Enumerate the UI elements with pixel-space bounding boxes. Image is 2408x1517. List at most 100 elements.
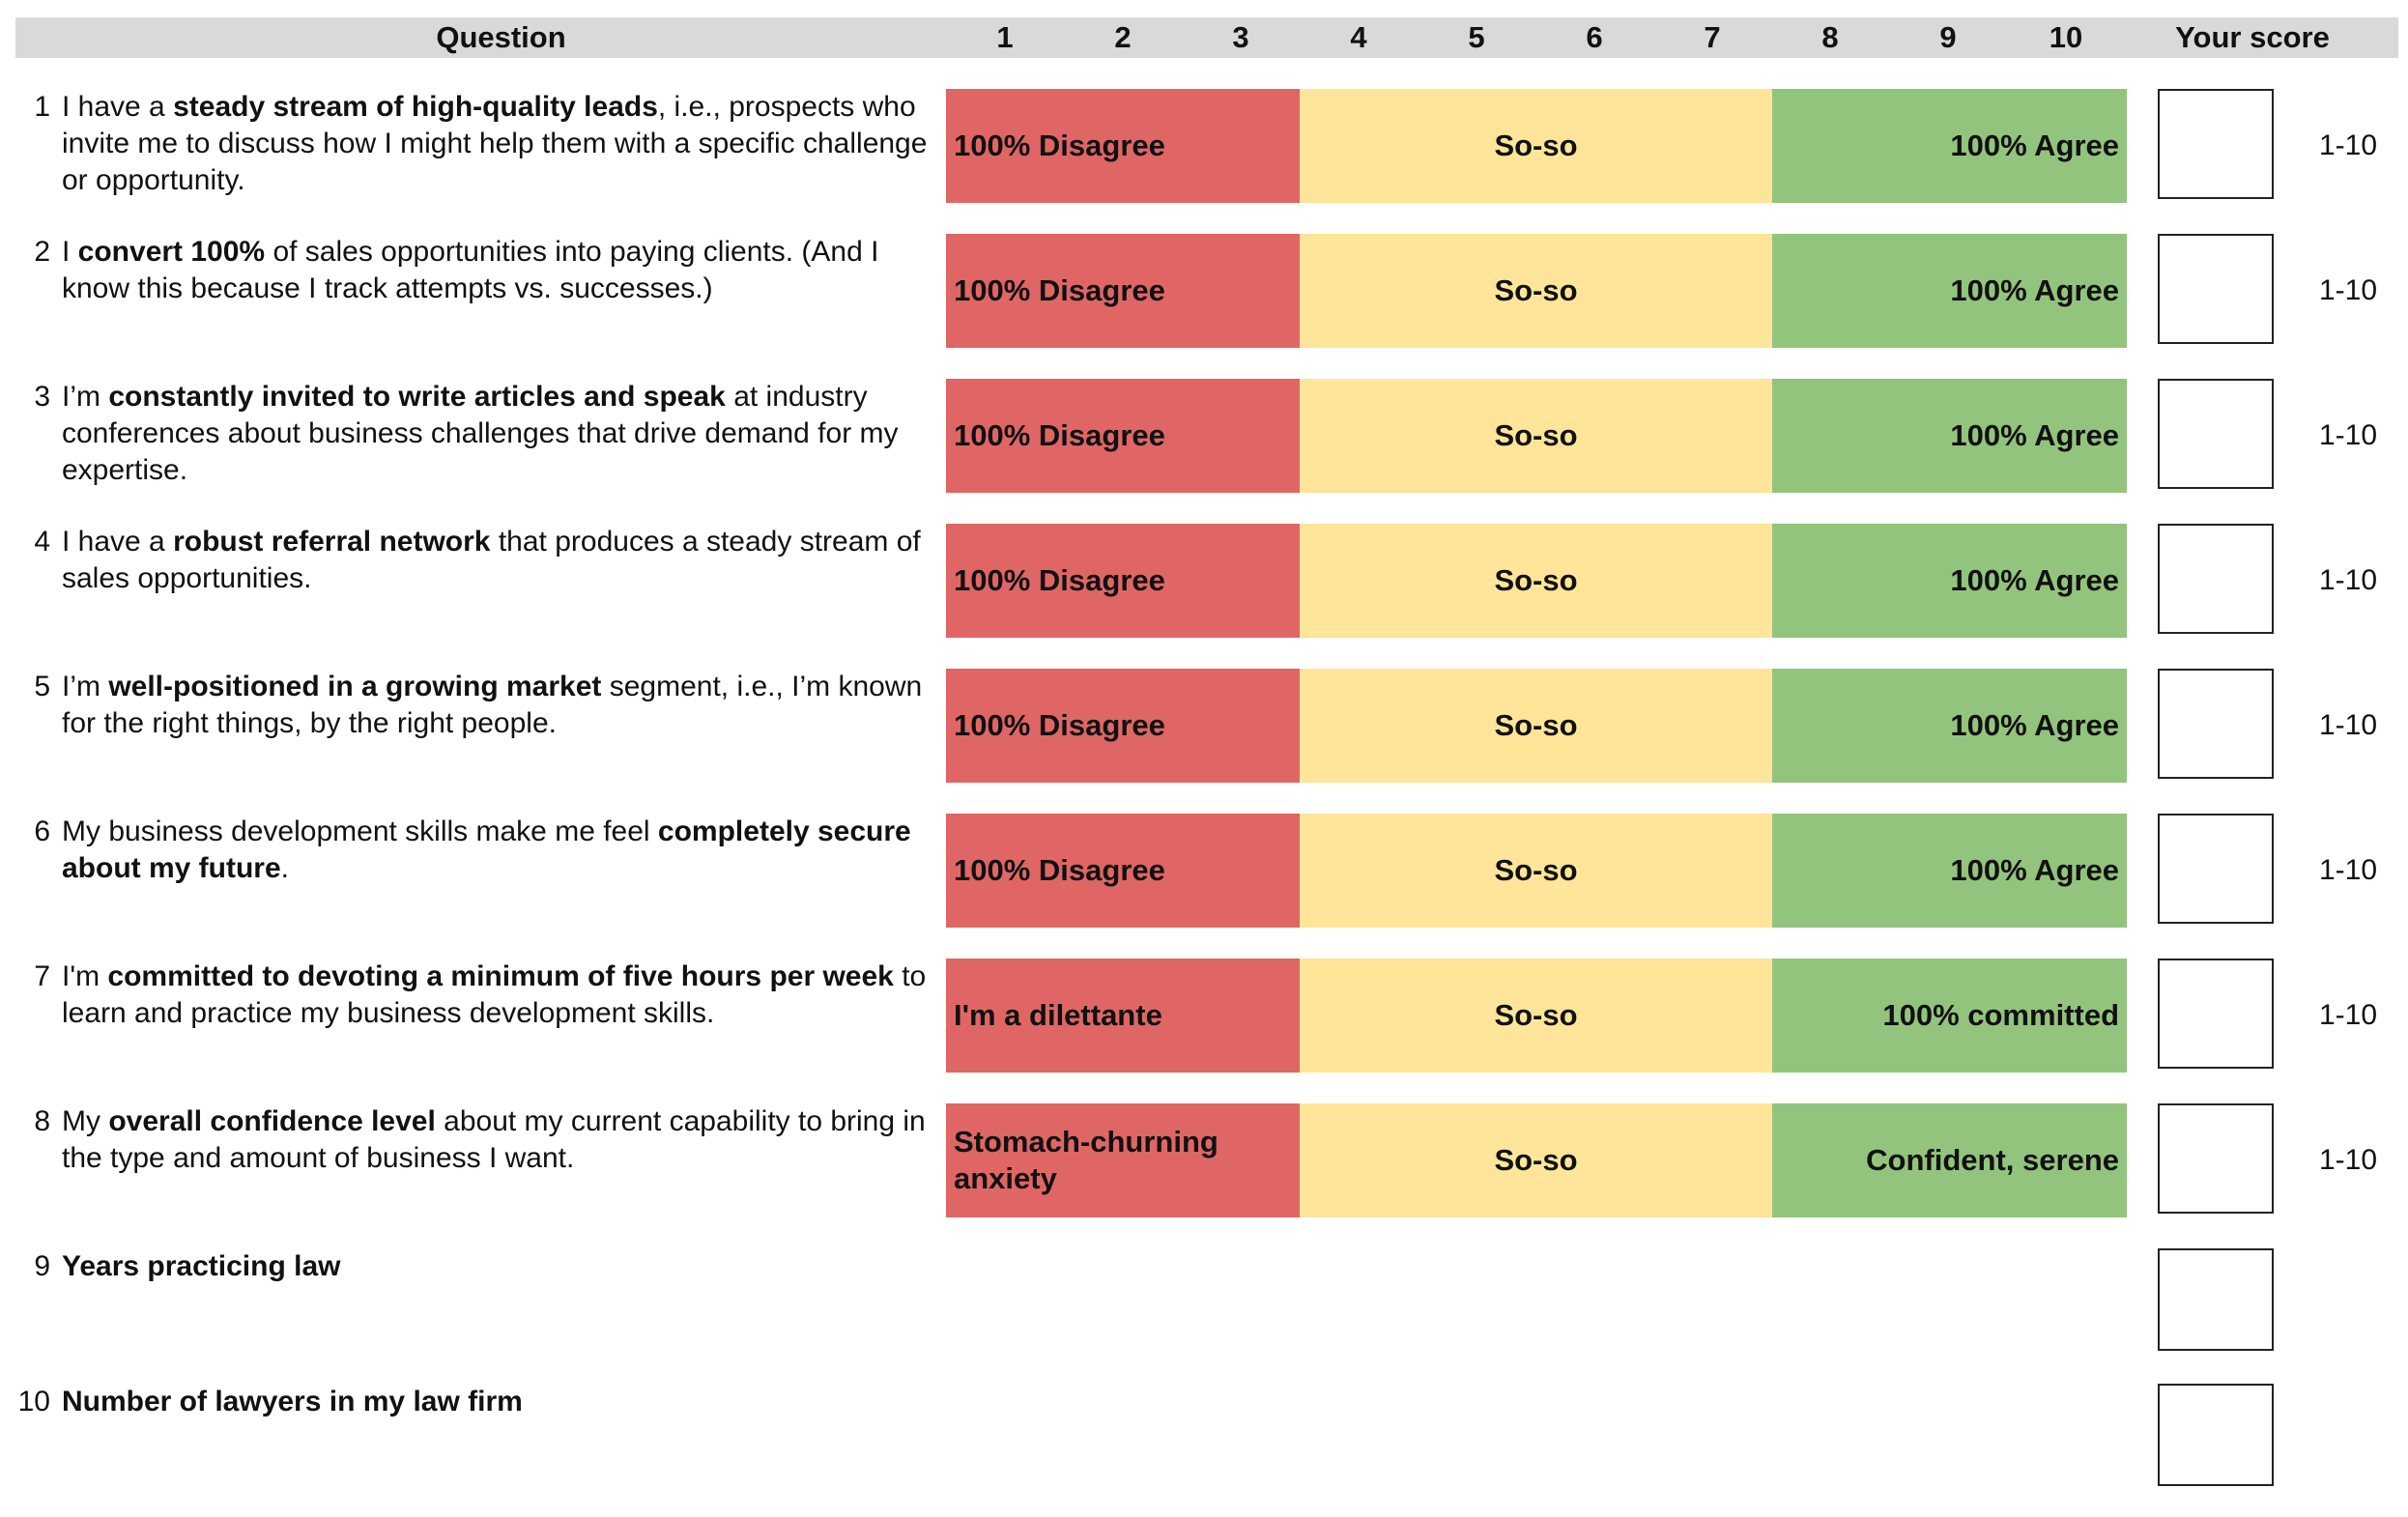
header-question: Question xyxy=(436,20,566,54)
question-number: 4 xyxy=(34,526,50,558)
question-text-bold: constantly invited to write articles and… xyxy=(108,381,726,413)
table-header: Question 1 2 3 4 5 6 7 8 9 10 Your score xyxy=(15,17,2398,58)
header-your-score: Your score xyxy=(2175,20,2330,54)
question-text: I'm committed to devoting a minimum of f… xyxy=(62,959,941,1032)
question-text: I’m well-positioned in a growing market … xyxy=(62,669,941,742)
scale-low-label: 100% Disagree xyxy=(946,379,1300,493)
rating-scale: I'm a dilettante So-so 100% committed xyxy=(946,959,2127,1073)
question-text: Number of lawyers in my law firm xyxy=(62,1384,941,1420)
scale-mid-label: So-so xyxy=(1300,959,1772,1073)
score-input-box[interactable] xyxy=(2158,814,2274,924)
question-number: 9 xyxy=(34,1250,50,1282)
question-text-part: I’m xyxy=(62,671,109,702)
header-scale-3: 3 xyxy=(1232,20,1249,54)
question-text-part: to learn and practice my business develo… xyxy=(62,960,927,1029)
question-row: 8 My overall confidence level about my cu… xyxy=(0,1092,2408,1237)
question-text-part: . xyxy=(280,852,290,884)
question-row: 7 I'm committed to devoting a minimum of … xyxy=(0,947,2408,1092)
question-text: Years practicing law xyxy=(62,1248,941,1285)
rating-scale: 100% Disagree So-so 100% Agree xyxy=(946,669,2127,783)
question-text-part: segment, i.e., I’m known for the right t… xyxy=(62,671,923,739)
question-text-bold: completely secure about my future xyxy=(62,816,911,884)
question-text: My business development skills make me f… xyxy=(62,814,941,887)
question-text-part: that produces a steady stream of sales o… xyxy=(62,526,921,594)
question-text-part: I have a xyxy=(62,526,174,558)
question-text-part: My business development skills make me f… xyxy=(62,816,658,847)
question-text-bold: overall confidence level xyxy=(108,1105,436,1137)
question-text-part: of sales opportunities into paying clien… xyxy=(62,236,879,304)
question-row: 2 I convert 100% of sales opportunities i… xyxy=(0,222,2408,367)
question-number: 1 xyxy=(34,91,50,123)
scale-mid-label: So-so xyxy=(1300,1103,1772,1217)
score-input-box[interactable] xyxy=(2158,1248,2274,1351)
question-text: I have a steady stream of high-quality l… xyxy=(62,89,941,199)
question-row: 6 My business development skills make me … xyxy=(0,802,2408,947)
scale-low-label: 100% Disagree xyxy=(946,669,1300,783)
score-input-box[interactable] xyxy=(2158,234,2274,344)
scale-high-label: 100% committed xyxy=(1772,959,2127,1073)
scale-high-label: 100% Agree xyxy=(1772,89,2127,203)
question-text-bold: well-positioned in a growing market xyxy=(108,671,602,702)
question-row: 9 Years practicing law xyxy=(0,1237,2408,1382)
score-range-label: 1-10 xyxy=(2318,274,2378,306)
scale-mid-label: So-so xyxy=(1300,89,1772,203)
question-number: 3 xyxy=(34,381,50,413)
scale-mid-label: So-so xyxy=(1300,814,1772,928)
question-text-bold: robust referral network xyxy=(173,526,491,558)
question-text-bold: Years practicing law xyxy=(62,1250,341,1282)
score-input-box[interactable] xyxy=(2158,379,2274,489)
question-text-part: I xyxy=(62,236,78,268)
score-input-box[interactable] xyxy=(2158,1103,2274,1214)
header-scale-9: 9 xyxy=(1939,20,1957,54)
question-text-part: I’m xyxy=(62,381,109,413)
score-range-label: 1-10 xyxy=(2318,419,2378,451)
scale-mid-label: So-so xyxy=(1300,379,1772,493)
score-input-box[interactable] xyxy=(2158,524,2274,634)
header-scale-6: 6 xyxy=(1586,20,1603,54)
scale-low-label: Stomach-churning anxiety xyxy=(946,1103,1300,1217)
scale-high-label: 100% Agree xyxy=(1772,379,2127,493)
scale-mid-label: So-so xyxy=(1300,234,1772,348)
rating-scale: 100% Disagree So-so 100% Agree xyxy=(946,234,2127,348)
rating-scale: 100% Disagree So-so 100% Agree xyxy=(946,89,2127,203)
header-scale-7: 7 xyxy=(1704,20,1721,54)
score-range-label: 1-10 xyxy=(2318,1144,2378,1176)
score-input-box[interactable] xyxy=(2158,1384,2274,1486)
rating-scale: 100% Disagree So-so 100% Agree xyxy=(946,379,2127,493)
scale-mid-label: So-so xyxy=(1300,669,1772,783)
question-row: 4 I have a robust referral network that p… xyxy=(0,512,2408,657)
scale-low-label: 100% Disagree xyxy=(946,524,1300,638)
score-input-box[interactable] xyxy=(2158,89,2274,199)
scale-low-label: 100% Disagree xyxy=(946,234,1300,348)
header-scale-5: 5 xyxy=(1468,20,1485,54)
question-text: I convert 100% of sales opportunities in… xyxy=(62,234,941,307)
header-scale-8: 8 xyxy=(1821,20,1839,54)
scale-low-label: I'm a dilettante xyxy=(946,959,1300,1073)
question-number: 2 xyxy=(34,236,50,268)
question-number: 6 xyxy=(34,816,50,847)
scale-high-label: 100% Agree xyxy=(1772,814,2127,928)
score-range-label: 1-10 xyxy=(2318,999,2378,1031)
header-scale-1: 1 xyxy=(996,20,1014,54)
question-number: 8 xyxy=(34,1105,50,1137)
question-row: 10 Number of lawyers in my law firm xyxy=(0,1372,2408,1517)
header-scale-4: 4 xyxy=(1350,20,1367,54)
header-scale-10: 10 xyxy=(2049,20,2083,54)
question-number: 7 xyxy=(34,960,50,992)
score-range-label: 1-10 xyxy=(2318,709,2378,741)
question-text-part: about my current capability to bring in … xyxy=(62,1105,926,1174)
question-text-part: at industry conferences about business c… xyxy=(62,381,899,486)
question-number: 5 xyxy=(34,671,50,702)
score-input-box[interactable] xyxy=(2158,669,2274,779)
question-text-bold: Number of lawyers in my law firm xyxy=(62,1386,523,1417)
question-row: 3 I’m constantly invited to write article… xyxy=(0,367,2408,512)
rating-scale: Stomach-churning anxiety So-so Confident, … xyxy=(946,1103,2127,1217)
header-scale-2: 2 xyxy=(1114,20,1132,54)
question-text-bold: committed to devoting a minimum of five … xyxy=(107,960,894,992)
scale-high-label: Confident, serene xyxy=(1772,1103,2127,1217)
question-row: 5 I’m well-positioned in a growing market… xyxy=(0,657,2408,802)
question-text: I have a robust referral network that pr… xyxy=(62,524,941,597)
score-input-box[interactable] xyxy=(2158,959,2274,1069)
rating-scale: 100% Disagree So-so 100% Agree xyxy=(946,814,2127,928)
scale-low-label: 100% Disagree xyxy=(946,89,1300,203)
